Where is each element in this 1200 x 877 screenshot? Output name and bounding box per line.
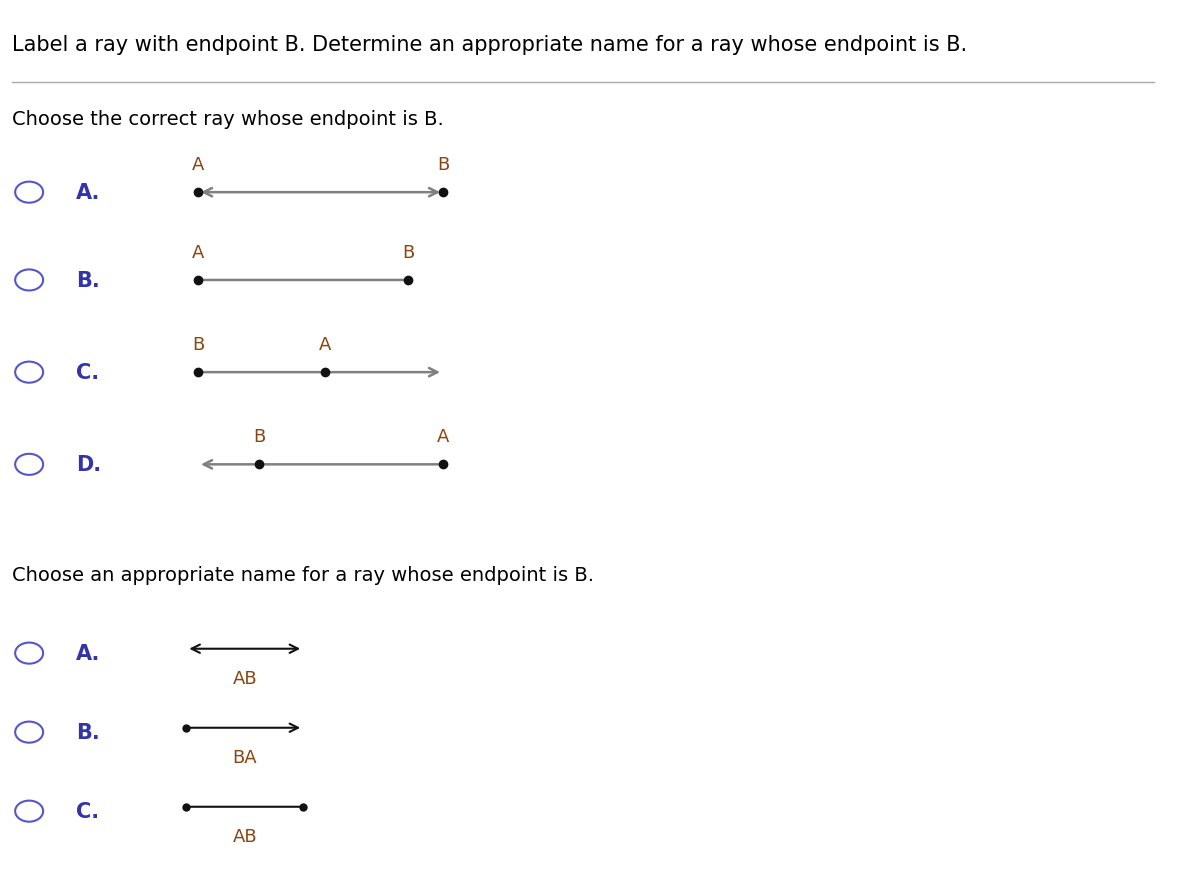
Text: B: B [402, 243, 414, 261]
Text: A.: A. [76, 644, 100, 663]
Text: Choose the correct ray whose endpoint is B.: Choose the correct ray whose endpoint is… [12, 110, 444, 129]
Text: D.: D. [76, 455, 101, 474]
Text: AB: AB [233, 669, 257, 688]
Text: C.: C. [76, 802, 98, 821]
Text: B: B [192, 335, 204, 353]
Text: AB: AB [233, 827, 257, 845]
Text: BA: BA [233, 748, 257, 766]
Text: Label a ray with endpoint B. Determine an appropriate name for a ray whose endpo: Label a ray with endpoint B. Determine a… [12, 35, 967, 55]
Text: B.: B. [76, 271, 100, 290]
Text: B: B [437, 155, 449, 174]
Text: A: A [192, 155, 204, 174]
Text: A: A [192, 243, 204, 261]
Text: C.: C. [76, 363, 98, 382]
Text: B.: B. [76, 723, 100, 742]
Text: Choose an appropriate name for a ray whose endpoint is B.: Choose an appropriate name for a ray who… [12, 566, 594, 585]
Text: B: B [253, 427, 265, 446]
Text: A: A [319, 335, 331, 353]
Text: A.: A. [76, 183, 100, 203]
Text: A: A [437, 427, 449, 446]
